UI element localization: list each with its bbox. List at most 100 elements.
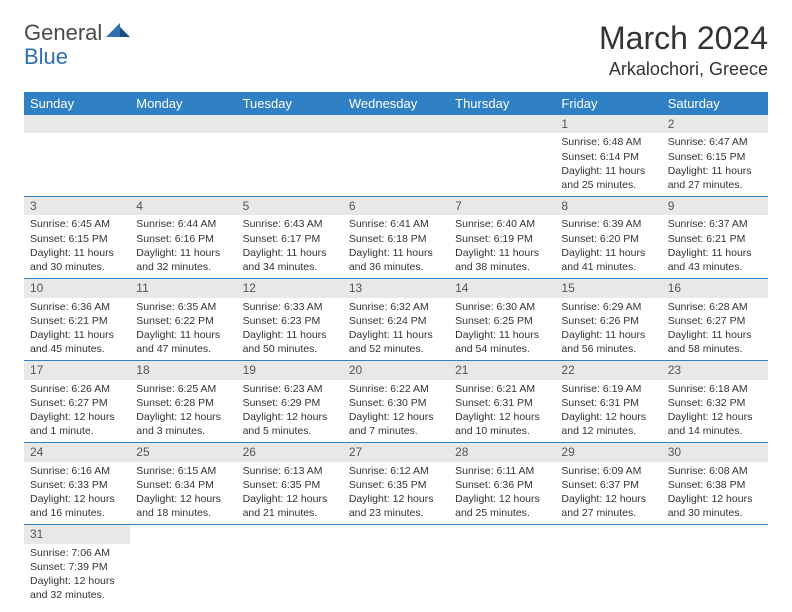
- day-number: 15: [555, 279, 661, 297]
- day-line: Sunrise: 7:06 AM: [30, 546, 124, 560]
- day-number: 27: [343, 443, 449, 461]
- calendar-cell: 21Sunrise: 6:21 AMSunset: 6:31 PMDayligh…: [449, 361, 555, 443]
- day-number: 22: [555, 361, 661, 379]
- day-line: Sunset: 6:17 PM: [243, 232, 337, 246]
- calendar-cell: 1Sunrise: 6:48 AMSunset: 6:14 PMDaylight…: [555, 115, 661, 197]
- day-line: Sunrise: 6:11 AM: [455, 464, 549, 478]
- day-line: and 3 minutes.: [136, 424, 230, 438]
- calendar-cell: [237, 525, 343, 607]
- day-line: Sunrise: 6:45 AM: [30, 217, 124, 231]
- day-number: [130, 115, 236, 133]
- day-line: Sunset: 6:25 PM: [455, 314, 549, 328]
- day-number: 26: [237, 443, 343, 461]
- day-line: Sunrise: 6:28 AM: [668, 300, 762, 314]
- day-line: and 12 minutes.: [561, 424, 655, 438]
- calendar-cell: 22Sunrise: 6:19 AMSunset: 6:31 PMDayligh…: [555, 361, 661, 443]
- day-line: Daylight: 11 hours: [30, 246, 124, 260]
- day-line: Sunrise: 6:48 AM: [561, 135, 655, 149]
- logo-blue-wrap: Blue: [24, 44, 68, 70]
- day-content: Sunrise: 7:06 AMSunset: 7:39 PMDaylight:…: [24, 544, 130, 607]
- day-line: Sunset: 6:35 PM: [349, 478, 443, 492]
- day-content: Sunrise: 6:28 AMSunset: 6:27 PMDaylight:…: [662, 298, 768, 361]
- day-line: and 30 minutes.: [30, 260, 124, 274]
- location: Arkalochori, Greece: [599, 59, 768, 80]
- calendar-cell: 23Sunrise: 6:18 AMSunset: 6:32 PMDayligh…: [662, 361, 768, 443]
- day-content: Sunrise: 6:36 AMSunset: 6:21 PMDaylight:…: [24, 298, 130, 361]
- day-line: Sunrise: 6:44 AM: [136, 217, 230, 231]
- day-content: Sunrise: 6:41 AMSunset: 6:18 PMDaylight:…: [343, 215, 449, 278]
- logo-text-general: General: [24, 20, 102, 46]
- day-number: 21: [449, 361, 555, 379]
- day-content: Sunrise: 6:45 AMSunset: 6:15 PMDaylight:…: [24, 215, 130, 278]
- day-content: Sunrise: 6:16 AMSunset: 6:33 PMDaylight:…: [24, 462, 130, 525]
- calendar-cell: 30Sunrise: 6:08 AMSunset: 6:38 PMDayligh…: [662, 443, 768, 525]
- day-line: Sunset: 6:33 PM: [30, 478, 124, 492]
- day-line: Sunrise: 6:16 AM: [30, 464, 124, 478]
- day-line: Sunrise: 6:09 AM: [561, 464, 655, 478]
- day-line: Daylight: 11 hours: [349, 246, 443, 260]
- day-line: Sunset: 6:30 PM: [349, 396, 443, 410]
- day-line: Sunset: 6:32 PM: [668, 396, 762, 410]
- day-line: Sunrise: 6:12 AM: [349, 464, 443, 478]
- day-content: Sunrise: 6:39 AMSunset: 6:20 PMDaylight:…: [555, 215, 661, 278]
- day-content: Sunrise: 6:25 AMSunset: 6:28 PMDaylight:…: [130, 380, 236, 443]
- day-content: Sunrise: 6:32 AMSunset: 6:24 PMDaylight:…: [343, 298, 449, 361]
- day-line: Sunrise: 6:25 AM: [136, 382, 230, 396]
- calendar-cell: [343, 525, 449, 607]
- day-content: Sunrise: 6:29 AMSunset: 6:26 PMDaylight:…: [555, 298, 661, 361]
- day-line: Sunset: 6:31 PM: [561, 396, 655, 410]
- day-line: Sunset: 6:27 PM: [30, 396, 124, 410]
- day-line: Sunrise: 6:39 AM: [561, 217, 655, 231]
- day-number: [555, 525, 661, 543]
- day-line: Daylight: 12 hours: [668, 410, 762, 424]
- day-number: [343, 525, 449, 543]
- day-line: Sunset: 6:27 PM: [668, 314, 762, 328]
- calendar-cell: 4Sunrise: 6:44 AMSunset: 6:16 PMDaylight…: [130, 197, 236, 279]
- day-header: Sunday: [24, 92, 130, 115]
- day-number: 24: [24, 443, 130, 461]
- calendar-row: 31Sunrise: 7:06 AMSunset: 7:39 PMDayligh…: [24, 525, 768, 607]
- calendar-cell: 12Sunrise: 6:33 AMSunset: 6:23 PMDayligh…: [237, 279, 343, 361]
- day-line: Sunset: 6:35 PM: [243, 478, 337, 492]
- day-line: and 32 minutes.: [30, 588, 124, 602]
- day-content: Sunrise: 6:22 AMSunset: 6:30 PMDaylight:…: [343, 380, 449, 443]
- day-content: Sunrise: 6:13 AMSunset: 6:35 PMDaylight:…: [237, 462, 343, 525]
- day-content: Sunrise: 6:40 AMSunset: 6:19 PMDaylight:…: [449, 215, 555, 278]
- day-content: Sunrise: 6:15 AMSunset: 6:34 PMDaylight:…: [130, 462, 236, 525]
- day-number: 7: [449, 197, 555, 215]
- day-line: Sunrise: 6:08 AM: [668, 464, 762, 478]
- day-line: Daylight: 11 hours: [561, 328, 655, 342]
- day-line: Sunset: 7:39 PM: [30, 560, 124, 574]
- day-line: Sunset: 6:18 PM: [349, 232, 443, 246]
- day-line: and 58 minutes.: [668, 342, 762, 356]
- day-content: Sunrise: 6:11 AMSunset: 6:36 PMDaylight:…: [449, 462, 555, 525]
- calendar-cell: 31Sunrise: 7:06 AMSunset: 7:39 PMDayligh…: [24, 525, 130, 607]
- calendar-cell: 10Sunrise: 6:36 AMSunset: 6:21 PMDayligh…: [24, 279, 130, 361]
- day-content: Sunrise: 6:08 AMSunset: 6:38 PMDaylight:…: [662, 462, 768, 525]
- day-line: Sunset: 6:20 PM: [561, 232, 655, 246]
- day-line: Sunrise: 6:13 AM: [243, 464, 337, 478]
- day-line: Daylight: 12 hours: [349, 410, 443, 424]
- day-line: and 43 minutes.: [668, 260, 762, 274]
- day-content: Sunrise: 6:30 AMSunset: 6:25 PMDaylight:…: [449, 298, 555, 361]
- day-line: Daylight: 11 hours: [455, 328, 549, 342]
- day-line: Daylight: 12 hours: [455, 492, 549, 506]
- day-header: Saturday: [662, 92, 768, 115]
- day-content: Sunrise: 6:09 AMSunset: 6:37 PMDaylight:…: [555, 462, 661, 525]
- day-content: Sunrise: 6:48 AMSunset: 6:14 PMDaylight:…: [555, 133, 661, 196]
- day-line: Sunrise: 6:40 AM: [455, 217, 549, 231]
- calendar-row: 10Sunrise: 6:36 AMSunset: 6:21 PMDayligh…: [24, 279, 768, 361]
- day-line: and 41 minutes.: [561, 260, 655, 274]
- title-block: March 2024 Arkalochori, Greece: [599, 20, 768, 80]
- month-title: March 2024: [599, 20, 768, 57]
- day-line: Daylight: 12 hours: [561, 410, 655, 424]
- day-line: Sunset: 6:16 PM: [136, 232, 230, 246]
- day-line: and 45 minutes.: [30, 342, 124, 356]
- day-content: Sunrise: 6:37 AMSunset: 6:21 PMDaylight:…: [662, 215, 768, 278]
- day-line: and 27 minutes.: [561, 506, 655, 520]
- calendar-cell: 20Sunrise: 6:22 AMSunset: 6:30 PMDayligh…: [343, 361, 449, 443]
- day-line: Sunrise: 6:18 AM: [668, 382, 762, 396]
- day-line: Sunset: 6:23 PM: [243, 314, 337, 328]
- calendar-cell: 7Sunrise: 6:40 AMSunset: 6:19 PMDaylight…: [449, 197, 555, 279]
- header: General March 2024 Arkalochori, Greece: [24, 20, 768, 80]
